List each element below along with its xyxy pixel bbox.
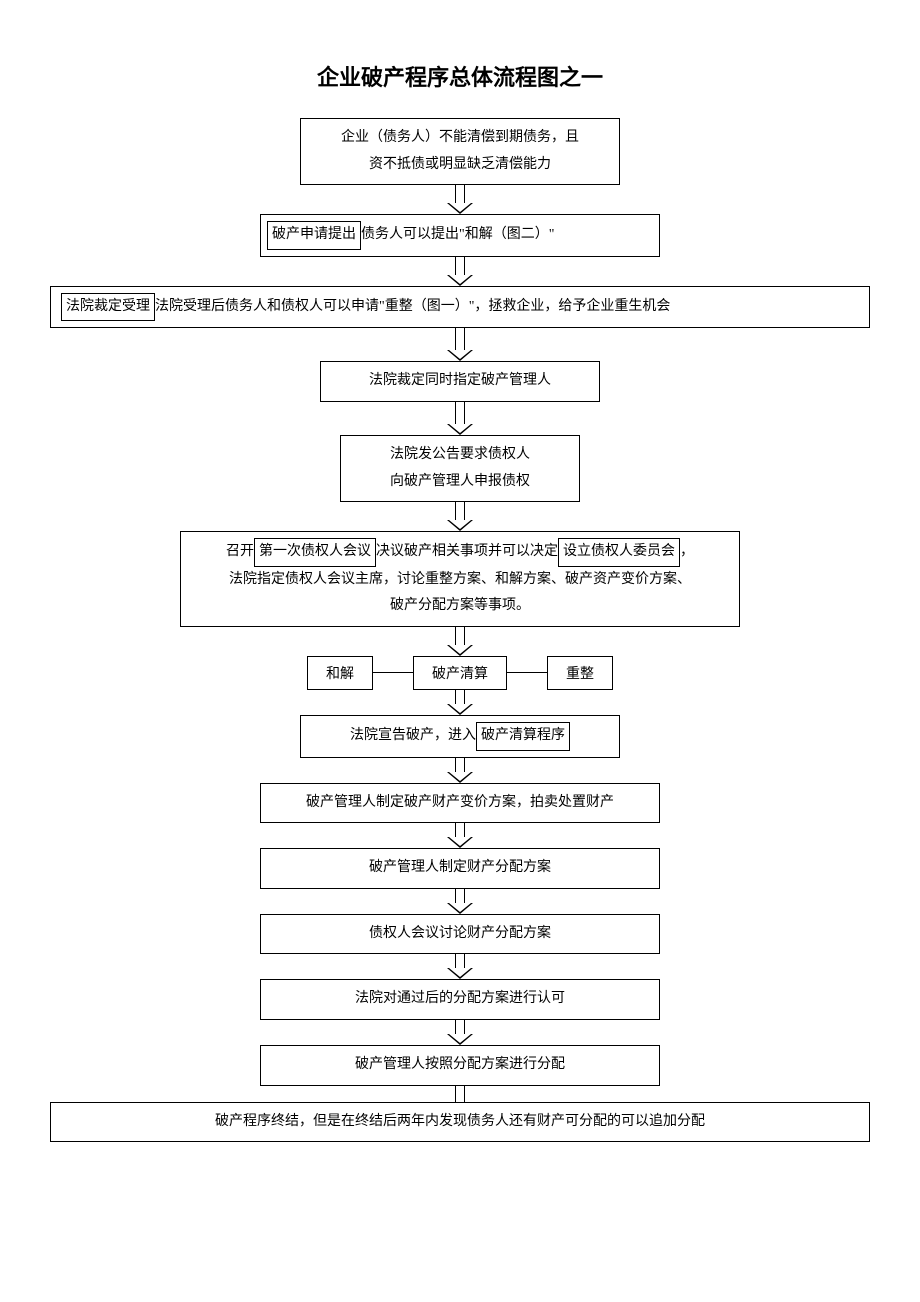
node-declare-bankruptcy: 法院宣告破产，进入破产清算程序 <box>300 715 620 758</box>
arrow <box>447 823 473 848</box>
option-liquidate: 破产清算 <box>413 656 507 690</box>
arrow <box>447 954 473 979</box>
arrow <box>447 889 473 914</box>
text: ， <box>680 544 694 559</box>
node-announce: 法院发公告要求债权人 向破产管理人申报债权 <box>340 435 580 502</box>
text: 破产分配方案等事项。 <box>390 598 530 613</box>
arrow <box>447 758 473 783</box>
text: 债权人会议讨论财产分配方案 <box>369 926 551 941</box>
text: 召开 <box>226 544 254 559</box>
boxed-label: 破产清算程序 <box>476 722 570 751</box>
text: 破产管理人制定破产财产变价方案，拍卖处置财产 <box>306 795 614 810</box>
text: 资不抵债或明显缺乏清偿能力 <box>369 157 551 172</box>
arrow <box>455 1086 465 1102</box>
text: 向破产管理人申报债权 <box>390 474 530 489</box>
arrow <box>447 690 473 715</box>
node-condition: 企业（债务人）不能清偿到期债务，且 资不抵债或明显缺乏清偿能力 <box>300 118 620 185</box>
node-discuss-plan: 债权人会议讨论财产分配方案 <box>260 914 660 955</box>
text: 决议破产相关事项并可以决定 <box>376 544 558 559</box>
node-asset-plan: 破产管理人制定破产财产变价方案，拍卖处置财产 <box>260 783 660 824</box>
node-terminate: 破产程序终结，但是在终结后两年内发现债务人还有财产可分配的可以追加分配 <box>50 1102 870 1143</box>
node-application: 破产申请提出 债务人可以提出"和解（图二）" <box>260 214 660 257</box>
arrow <box>447 257 473 286</box>
text: 法院受理后债务人和债权人可以申请"重整（图一）"，拯救企业，给予企业重生机会 <box>155 294 670 321</box>
text: 法院裁定同时指定破产管理人 <box>369 373 551 388</box>
text: 法院对通过后的分配方案进行认可 <box>355 991 565 1006</box>
text: 企业（债务人）不能清偿到期债务，且 <box>341 130 579 145</box>
boxed-label: 第一次债权人会议 <box>254 538 376 567</box>
text: 债务人可以提出"和解（图二）" <box>361 222 554 249</box>
option-reorganize: 重整 <box>547 656 613 690</box>
boxed-label: 设立债权人委员会 <box>558 538 680 567</box>
node-appoint-admin: 法院裁定同时指定破产管理人 <box>320 361 600 402</box>
text: 破产管理人按照分配方案进行分配 <box>355 1057 565 1072</box>
node-distribute: 破产管理人按照分配方案进行分配 <box>260 1045 660 1086</box>
arrow <box>447 328 473 361</box>
arrow <box>447 185 473 214</box>
page-title: 企业破产程序总体流程图之一 <box>317 60 603 92</box>
arrow <box>447 1020 473 1045</box>
text: 法院宣告破产，进入 <box>350 728 476 743</box>
node-first-meeting: 召开第一次债权人会议决议破产相关事项并可以决定设立债权人委员会， 法院指定债权人… <box>180 531 740 627</box>
node-court-accept: 法院裁定受理 法院受理后债务人和债权人可以申请"重整（图一）"，拯救企业，给予企… <box>50 286 870 329</box>
text: 法院发公告要求债权人 <box>390 447 530 462</box>
node-court-approve: 法院对通过后的分配方案进行认可 <box>260 979 660 1020</box>
boxed-label: 破产申请提出 <box>267 221 361 250</box>
arrow <box>447 402 473 435</box>
text: 破产管理人制定财产分配方案 <box>369 860 551 875</box>
option-reconcile: 和解 <box>307 656 373 690</box>
text: 破产程序终结，但是在终结后两年内发现债务人还有财产可分配的可以追加分配 <box>215 1114 705 1129</box>
flowchart-page: 企业破产程序总体流程图之一 企业（债务人）不能清偿到期债务，且 资不抵债或明显缺… <box>0 0 920 1182</box>
node-distribution-plan: 破产管理人制定财产分配方案 <box>260 848 660 889</box>
arrow <box>447 627 473 656</box>
text: 法院指定债权人会议主席，讨论重整方案、和解方案、破产资产变价方案、 <box>229 572 691 587</box>
boxed-label: 法院裁定受理 <box>61 293 155 322</box>
arrow <box>447 502 473 531</box>
options-row: 和解 破产清算 重整 <box>307 656 613 690</box>
